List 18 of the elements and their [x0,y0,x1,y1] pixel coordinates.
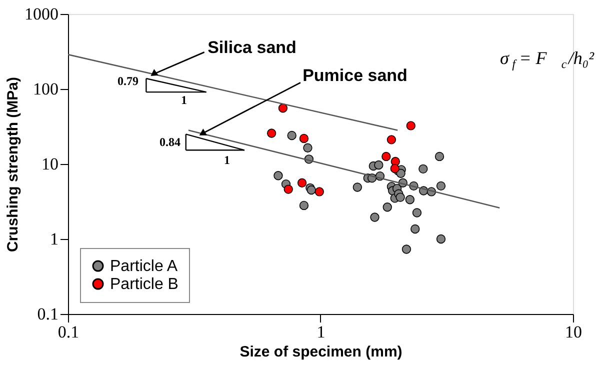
annotation: 0.79 [118,74,138,88]
annotation: 1 [224,153,230,167]
x-tick-label: 1 [316,322,326,342]
y-axis-title: Crushing strength (MPa) [4,77,22,252]
y-tick-label: 100 [33,80,58,98]
annotation: 0.84 [160,135,180,149]
y-tick-label: 1000 [24,4,58,24]
annotation: Pumice sand [302,66,408,85]
x-tick-label: 0.1 [58,322,80,342]
y-tick-label: 1 [50,230,58,248]
annotation: 1 [181,93,187,107]
x-axis-title: Size of specimen (mm) [240,344,402,360]
y-tick-label: 0.1 [37,304,58,324]
y-tick-label: 10 [42,154,58,174]
annotation: Silica sand [208,38,296,57]
x-tick-label: 10 [565,322,582,342]
legend-label: Particle A [110,258,178,275]
legend-label: Particle B [110,276,178,293]
